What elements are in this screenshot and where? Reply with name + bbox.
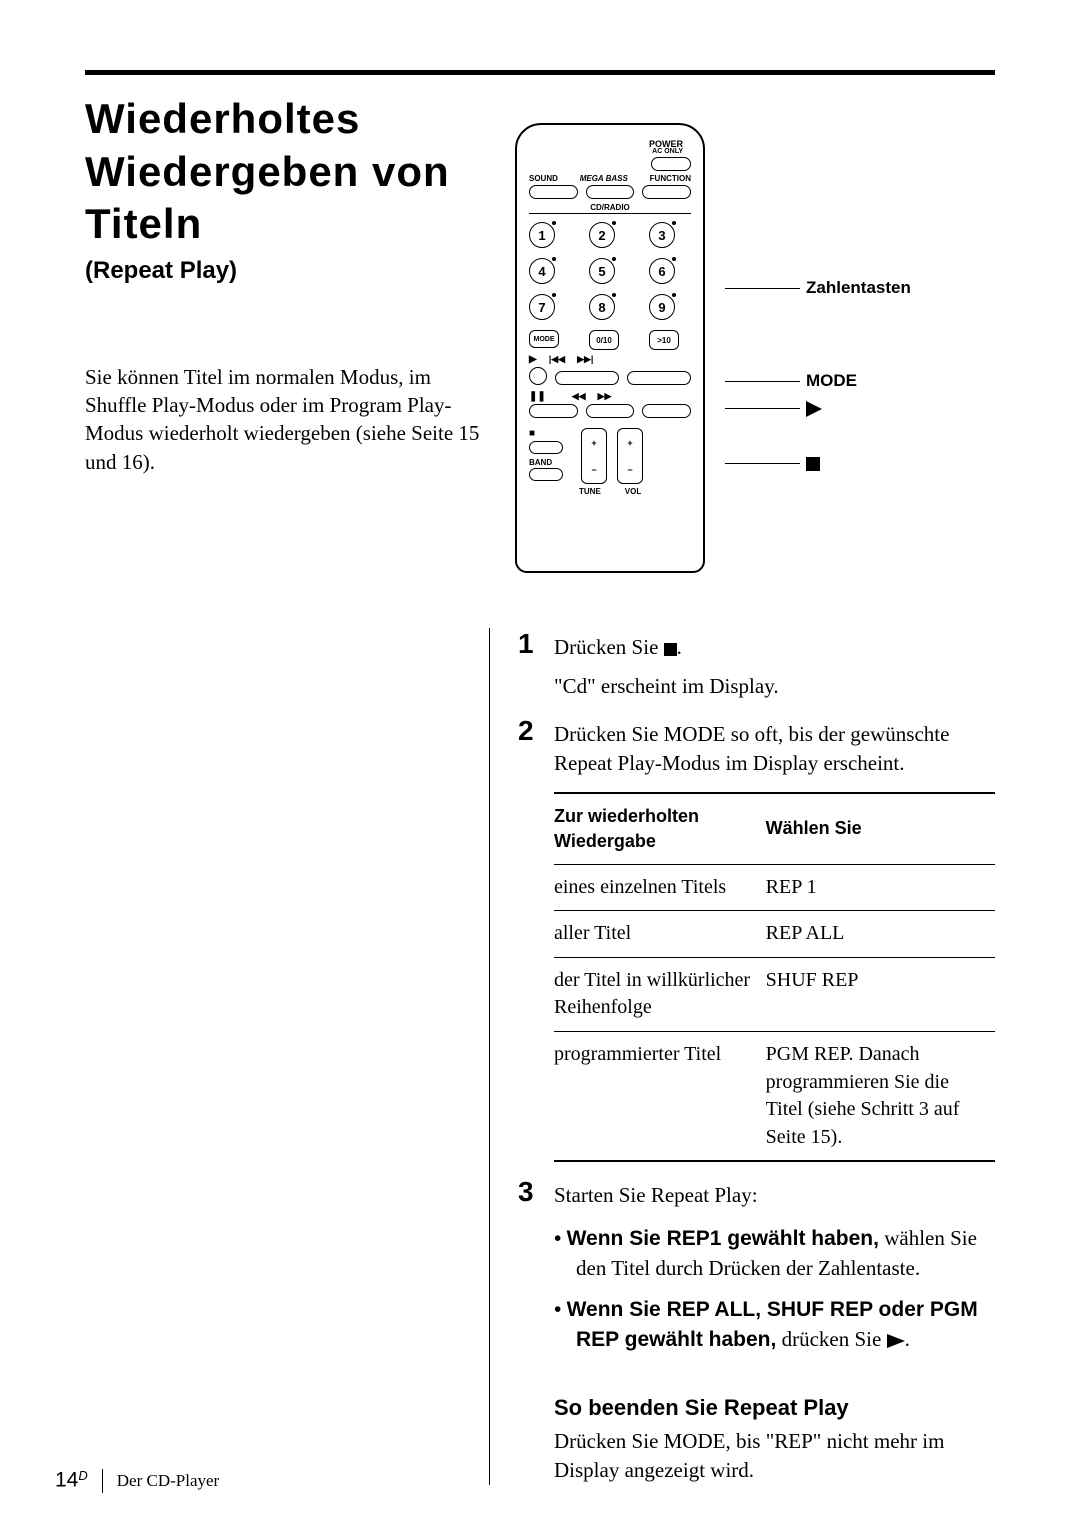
cell: eines einzelnen Titels — [554, 864, 766, 911]
num-1: 1 — [529, 222, 555, 248]
bullet-1: Wenn Sie REP1 gewählt haben, wählen Sie … — [554, 1224, 995, 1283]
bullet-2: Wenn Sie REP ALL, SHUF REP oder PGM REP … — [554, 1295, 995, 1355]
page-number: 14 — [55, 1469, 78, 1492]
btn-010: 0/10 — [589, 330, 619, 350]
play-icon-inline — [887, 1334, 905, 1348]
num-4: 4 — [529, 258, 555, 284]
step1-text-a: Drücken Sie — [554, 635, 664, 659]
callout-play — [725, 398, 822, 418]
cell: REP 1 — [766, 864, 995, 911]
table-row: eines einzelnen TitelsREP 1 — [554, 864, 995, 911]
th-2: Wählen Sie — [766, 793, 995, 864]
top-rule — [85, 70, 995, 75]
stop-icon: ■ — [529, 428, 569, 439]
step2-text: Drücken Sie MODE so oft, bis der gewünsc… — [554, 720, 995, 778]
play-icon-callout — [806, 401, 822, 417]
footer-separator — [102, 1469, 103, 1493]
num-3: 3 — [649, 222, 675, 248]
next-button — [627, 371, 691, 385]
megabass-label: MEGA BASS — [580, 174, 628, 183]
step1-text-b: . — [677, 635, 682, 659]
tune-rocker: +− — [581, 428, 607, 484]
pause-button — [529, 404, 578, 418]
band-button — [529, 468, 563, 481]
callout-zahlentasten: Zahlentasten — [725, 278, 911, 298]
vol-rocker: +− — [617, 428, 643, 484]
num-8: 8 — [589, 294, 615, 320]
sound-button — [529, 185, 578, 199]
cell: aller Titel — [554, 911, 766, 958]
mode-table: Zur wiederholten Wiedergabe Wählen Sie e… — [554, 792, 995, 1162]
step-number: 2 — [518, 715, 540, 1162]
step-2: 2 Drücken Sie MODE so oft, bis der gewün… — [518, 715, 995, 1162]
num-7: 7 — [529, 294, 555, 320]
table-row: der Titel in willkürlicher ReihenfolgeSH… — [554, 957, 995, 1031]
step1-text-c: "Cd" erscheint im Display. — [554, 672, 995, 701]
step-3: 3 Starten Sie Repeat Play: Wenn Sie REP1… — [518, 1176, 995, 1367]
next-icon: ▶▶| — [577, 354, 593, 365]
rew-button — [586, 404, 635, 418]
power-button — [651, 157, 691, 171]
table-row: aller TitelREP ALL — [554, 911, 995, 958]
end-section: So beenden Sie Repeat Play Drücken Sie M… — [554, 1395, 995, 1485]
cell: PGM REP. Danach programmieren Sie die Ti… — [766, 1031, 995, 1161]
btn-gt10: >10 — [649, 330, 679, 350]
number-pad: 1 2 3 4 5 6 7 8 9 MODE 0/10 >10 — [529, 222, 691, 350]
th-1: Zur wiederholten Wiedergabe — [554, 793, 766, 864]
mode-button: MODE — [529, 330, 559, 348]
step-1: 1 Drücken Sie . "Cd" erscheint im Displa… — [518, 628, 995, 701]
header-row: Wiederholtes Wiedergeben von Titeln (Rep… — [85, 93, 995, 1485]
rew-icon: ◀◀ — [572, 391, 586, 402]
footer-section: Der CD-Player — [117, 1471, 219, 1491]
cell: der Titel in willkürlicher Reihenfolge — [554, 957, 766, 1031]
ff-button — [642, 404, 691, 418]
prev-button — [555, 371, 619, 385]
play-button — [529, 367, 547, 385]
pause-icon: ❚❚ — [529, 391, 546, 402]
end-text: Drücken Sie MODE, bis "REP" nicht mehr i… — [554, 1427, 995, 1485]
function-label: FUNCTION — [650, 174, 691, 183]
cell: SHUF REP — [766, 957, 995, 1031]
num-2: 2 — [589, 222, 615, 248]
cell: REP ALL — [766, 911, 995, 958]
vol-label: VOL — [625, 487, 641, 496]
band-label: BAND — [529, 458, 569, 467]
table-row: programmierter TitelPGM REP. Danach prog… — [554, 1031, 995, 1161]
stop-button — [529, 441, 563, 454]
steps-block: 1 Drücken Sie . "Cd" erscheint im Displa… — [489, 628, 995, 1485]
step-number: 1 — [518, 628, 540, 701]
callout-stop — [725, 453, 820, 473]
intro-text: Sie können Titel im normalen Modus, im S… — [85, 363, 485, 476]
stop-icon-inline — [664, 643, 677, 656]
num-6: 6 — [649, 258, 675, 284]
end-heading: So beenden Sie Repeat Play — [554, 1395, 995, 1421]
megabass-button — [586, 185, 635, 199]
ac-label: AC ONLY — [529, 148, 683, 155]
page-title: Wiederholtes Wiedergeben von Titeln — [85, 93, 485, 251]
num-5: 5 — [589, 258, 615, 284]
step-number: 3 — [518, 1176, 540, 1367]
page-subtitle: (Repeat Play) — [85, 257, 485, 285]
cdradio-label: CD/RADIO — [529, 203, 691, 214]
tune-label: TUNE — [579, 487, 601, 496]
prev-icon: |◀◀ — [549, 354, 565, 365]
remote-area: POWER AC ONLY SOUND MEGA BASS FUNCTION C… — [515, 93, 995, 1485]
step3-text: Starten Sie Repeat Play: — [554, 1181, 995, 1210]
remote-outline: POWER AC ONLY SOUND MEGA BASS FUNCTION C… — [515, 123, 705, 573]
sound-label: SOUND — [529, 174, 558, 183]
cell: programmierter Titel — [554, 1031, 766, 1161]
ff-icon: ▶▶ — [598, 391, 612, 402]
page-sup: D — [78, 1468, 87, 1483]
page-footer: 14D Der CD-Player — [55, 1468, 219, 1493]
callout-mode: MODE — [725, 371, 857, 391]
remote-diagram: POWER AC ONLY SOUND MEGA BASS FUNCTION C… — [515, 123, 935, 603]
play-icon: ▶ — [529, 354, 537, 365]
stop-icon-callout — [806, 457, 820, 471]
function-button — [642, 185, 691, 199]
title-block: Wiederholtes Wiedergeben von Titeln (Rep… — [85, 93, 485, 1485]
num-9: 9 — [649, 294, 675, 320]
